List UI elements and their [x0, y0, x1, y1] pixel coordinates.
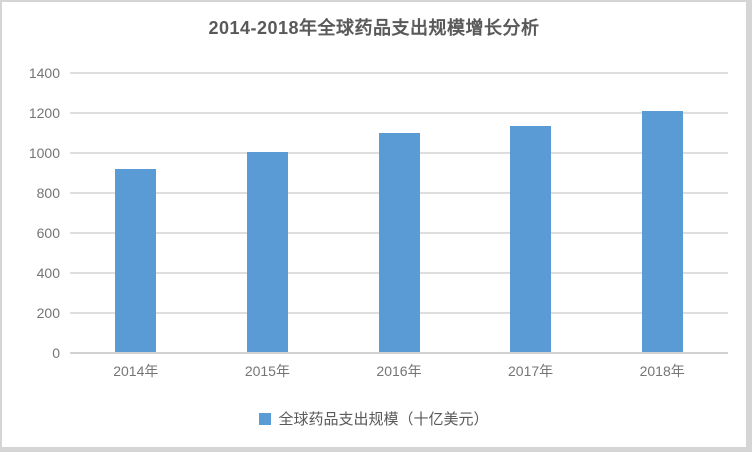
- x-tick-label: 2015年: [244, 363, 290, 379]
- bar-2018年: [641, 111, 683, 353]
- y-tick-label: 400: [36, 265, 60, 281]
- y-tick-label: 800: [36, 185, 60, 201]
- y-tick-label: 600: [36, 225, 60, 241]
- chart-title: 2014-2018年全球药品支出规模增长分析: [208, 18, 540, 38]
- bar-2015年: [246, 152, 288, 353]
- legend-label: 全球药品支出规模（十亿美元）: [278, 411, 489, 428]
- x-tick-label: 2017年: [508, 363, 554, 379]
- legend: 全球药品支出规模（十亿美元）: [2, 408, 746, 429]
- x-tick-label: 2014年: [113, 363, 159, 379]
- x-tick-label: 2018年: [639, 363, 685, 379]
- gridline: [70, 112, 728, 114]
- y-tick-label: 0: [52, 345, 60, 361]
- y-tick-label: 200: [36, 305, 60, 321]
- y-tick-label: 1200: [28, 105, 60, 121]
- legend-swatch-icon: [259, 412, 272, 425]
- y-tick-label: 1000: [28, 145, 60, 161]
- y-tick-label: 1400: [28, 65, 60, 81]
- x-axis-line: [70, 352, 728, 354]
- bar-2014年: [115, 169, 157, 353]
- bar-2016年: [378, 133, 420, 353]
- bar-2017年: [510, 126, 552, 353]
- gridline: [70, 72, 728, 74]
- x-tick-label: 2016年: [376, 363, 422, 379]
- plot-area: [70, 72, 728, 354]
